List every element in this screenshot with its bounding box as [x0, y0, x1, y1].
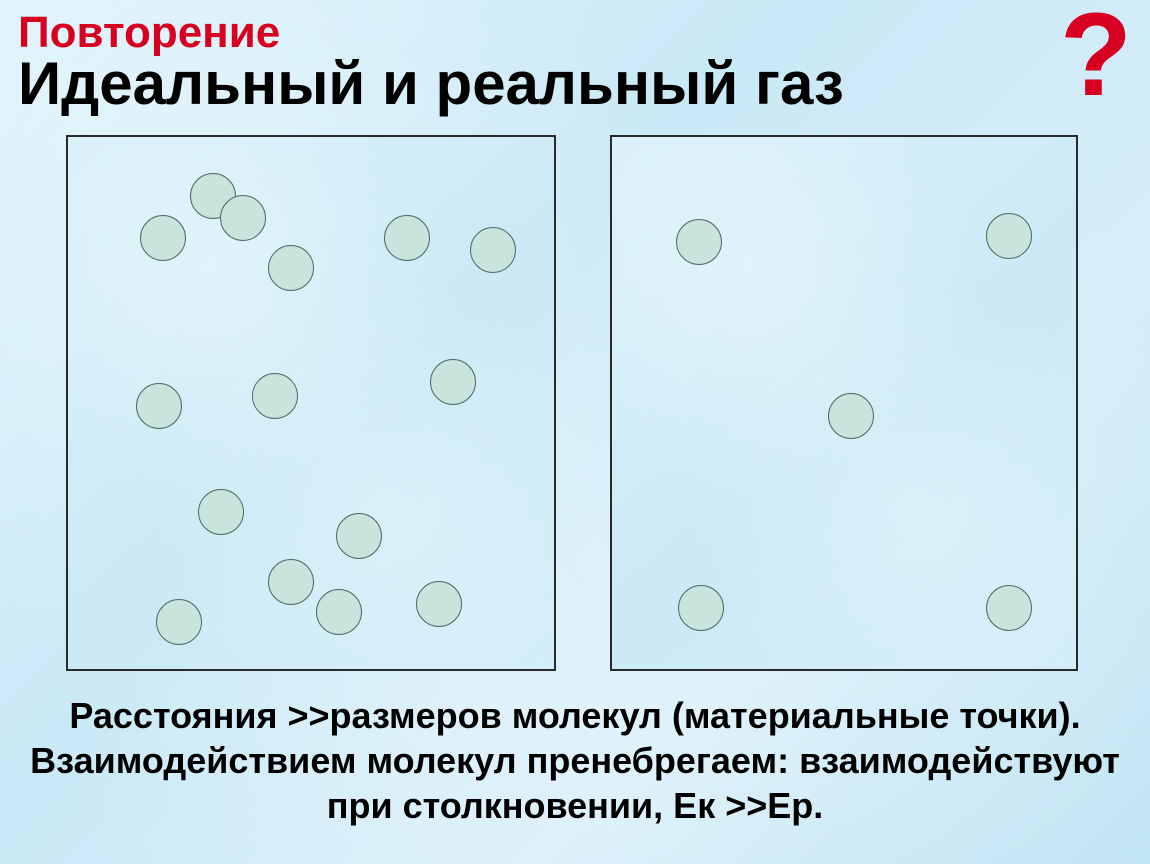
question-mark-icon: ?: [1060, 0, 1132, 114]
molecule-icon: [316, 589, 362, 635]
molecule-icon: [986, 213, 1032, 259]
molecule-icon: [416, 581, 462, 627]
molecule-icon: [384, 215, 430, 261]
molecule-icon: [986, 585, 1032, 631]
caption-text: Расстояния >>размеров молекул (материаль…: [18, 693, 1132, 828]
molecule-icon: [220, 195, 266, 241]
molecule-icon: [136, 383, 182, 429]
molecule-icon: [430, 359, 476, 405]
molecule-icon: [252, 373, 298, 419]
molecule-icon: [140, 215, 186, 261]
real-gas-panel: [66, 135, 556, 671]
molecule-icon: [676, 219, 722, 265]
molecule-icon: [198, 489, 244, 535]
molecule-icon: [336, 513, 382, 559]
molecule-icon: [470, 227, 516, 273]
molecule-icon: [156, 599, 202, 645]
page-title: Идеальный и реальный газ: [18, 52, 1132, 115]
molecule-icon: [678, 585, 724, 631]
diagram-panels: [18, 135, 1132, 671]
molecule-icon: [268, 245, 314, 291]
ideal-gas-panel: [610, 135, 1078, 671]
molecule-icon: [268, 559, 314, 605]
molecule-icon: [828, 393, 874, 439]
